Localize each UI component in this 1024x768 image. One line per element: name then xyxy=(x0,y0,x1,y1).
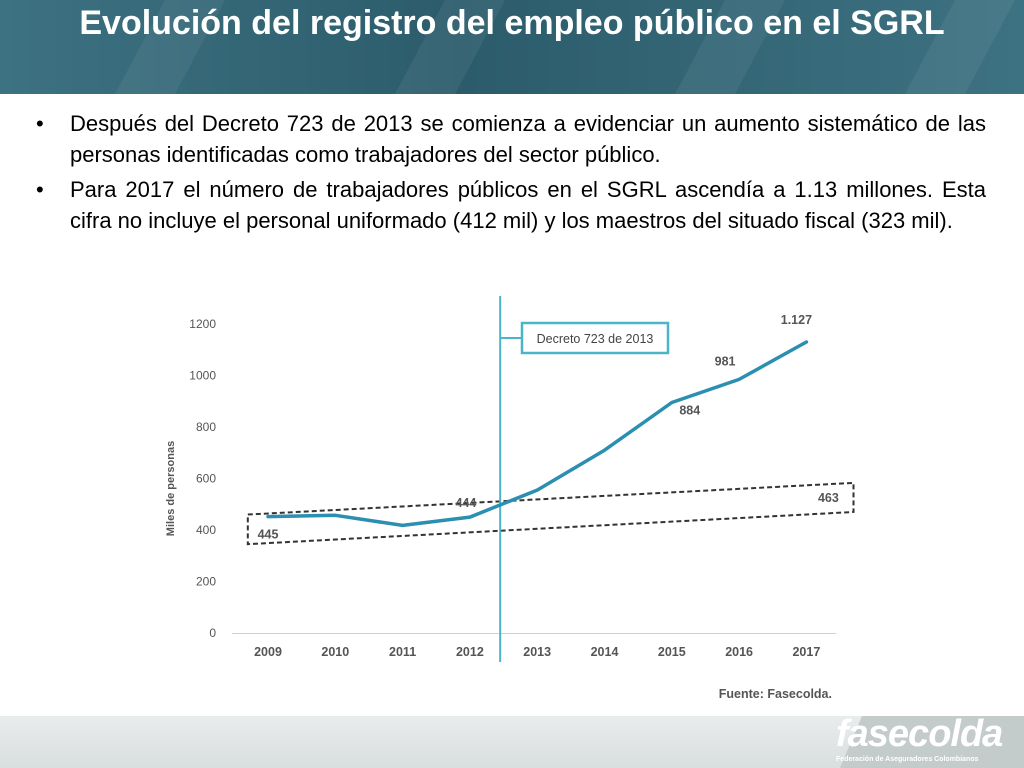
data-label: 1.127 xyxy=(781,313,812,327)
slide-title: Evolución del registro del empleo públic… xyxy=(79,4,945,42)
logo-panel xyxy=(840,716,1024,768)
y-tick-label: 1000 xyxy=(189,369,216,383)
bullet-item: • Después del Decreto 723 de 2013 se com… xyxy=(34,108,986,170)
bullet-dot-icon: • xyxy=(36,177,44,202)
x-tick-label: 2017 xyxy=(792,645,820,659)
y-tick-label: 0 xyxy=(209,626,216,640)
y-tick-label: 200 xyxy=(196,575,216,589)
x-tick-label: 2010 xyxy=(321,645,349,659)
x-tick-label: 2016 xyxy=(725,645,753,659)
x-tick-label: 2011 xyxy=(389,645,416,659)
data-label: 444 xyxy=(455,496,476,510)
bullet-dot-icon: • xyxy=(36,111,44,136)
data-label: 884 xyxy=(679,404,700,418)
series-line xyxy=(266,340,809,528)
bullet-text: Para 2017 el número de trabajadores públ… xyxy=(70,177,986,233)
x-tick-label: 2014 xyxy=(591,645,619,659)
y-tick-label: 400 xyxy=(196,523,216,537)
x-tick-label: 2012 xyxy=(456,645,484,659)
title-banner: Evolución del registro del empleo públic… xyxy=(0,0,1024,94)
x-tick-label: 2009 xyxy=(254,645,282,659)
decree-label-box xyxy=(520,321,670,355)
y-tick-label: 800 xyxy=(196,420,216,434)
decree-label: Decreto 723 de 2013 xyxy=(537,332,654,346)
source-note: Fuente: Fasecolda. xyxy=(719,687,832,701)
trend-band xyxy=(246,481,855,546)
bullet-item: • Para 2017 el número de trabajadores pú… xyxy=(34,174,986,236)
y-tick-label: 1200 xyxy=(189,317,216,331)
logo-subtitle: Federación de Aseguradores Colombianos xyxy=(836,756,979,763)
data-label: 463 xyxy=(818,491,839,505)
data-label: 445 xyxy=(258,528,279,542)
y-axis-label: Miles de personas xyxy=(165,441,177,536)
employment-line-chart: 0 200 400 600 800 1000 1200 Miles de personas 20… xyxy=(165,296,855,701)
fasecolda-logo: fasecolda xyxy=(836,713,1003,755)
data-label: 981 xyxy=(715,354,736,368)
y-tick-label: 600 xyxy=(196,472,216,486)
x-tick-label: 2015 xyxy=(658,645,686,659)
bullet-text: Después del Decreto 723 de 2013 se comie… xyxy=(70,111,986,167)
bullet-list: • Después del Decreto 723 de 2013 se com… xyxy=(34,108,986,240)
x-tick-label: 2013 xyxy=(523,645,551,659)
